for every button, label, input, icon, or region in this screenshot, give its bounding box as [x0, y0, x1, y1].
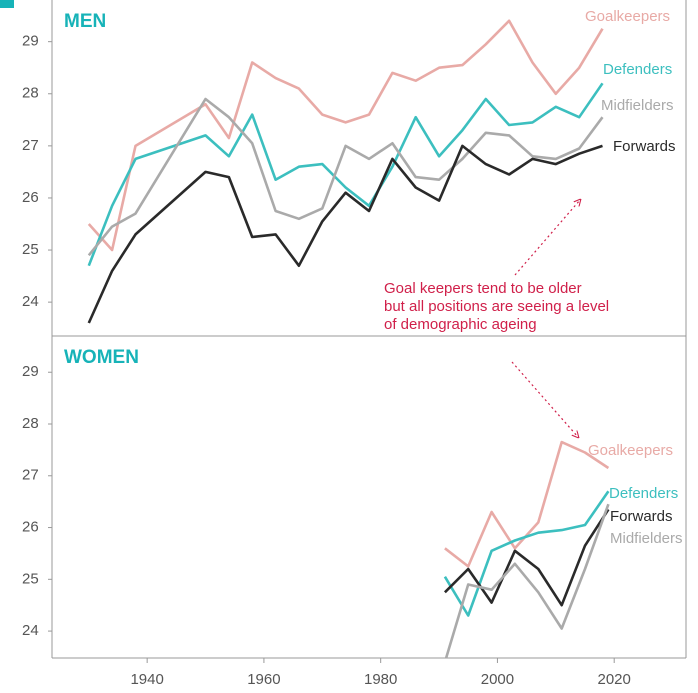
series-label: Forwards — [610, 508, 673, 525]
y-tick-label: 27 — [22, 137, 39, 154]
annotation: of demographic ageing — [384, 316, 537, 333]
y-tick-label: 25 — [22, 241, 39, 258]
series-line — [87, 97, 604, 257]
x-tick-label: 1940 — [130, 671, 163, 688]
series-line — [87, 19, 604, 252]
y-tick-label: 25 — [22, 570, 39, 587]
series-label: Goalkeepers — [588, 442, 673, 459]
plot-area — [87, 19, 604, 324]
y-tick-label: 26 — [22, 189, 39, 206]
arrow — [514, 200, 580, 276]
y-tick-label: 26 — [22, 519, 39, 536]
series-label: Goalkeepers — [585, 8, 670, 25]
x-tick-label: 1980 — [364, 671, 397, 688]
panel-title: MEN — [64, 11, 106, 32]
series-line — [444, 503, 610, 658]
y-tick-label: 27 — [22, 467, 39, 484]
y-tick-label: 28 — [22, 85, 39, 102]
y-tick-label: 24 — [22, 293, 39, 310]
series-line — [443, 508, 610, 607]
plot-area — [443, 440, 610, 658]
annotation: Goal keepers tend to be older — [384, 280, 582, 297]
y-tick-label: 24 — [22, 622, 39, 639]
series-label: Midfielders — [601, 97, 674, 114]
x-tick-label: 2000 — [481, 671, 514, 688]
series-label: Defenders — [603, 61, 672, 78]
series-label: Midfielders — [610, 530, 683, 547]
y-tick-label: 28 — [22, 415, 39, 432]
series-label: Forwards — [613, 138, 676, 155]
y-tick-label: 29 — [22, 363, 39, 380]
series-line — [87, 144, 603, 324]
y-tick-label: 29 — [22, 33, 39, 50]
series-line — [87, 82, 604, 267]
series-line — [443, 490, 610, 617]
annotation: but all positions are seeing a level — [384, 298, 609, 315]
arrow — [511, 361, 578, 437]
accent — [0, 0, 14, 8]
panel-title: WOMEN — [64, 347, 139, 368]
series-label: Defenders — [609, 485, 678, 502]
x-tick-label: 2020 — [598, 671, 631, 688]
x-tick-label: 1960 — [247, 671, 280, 688]
